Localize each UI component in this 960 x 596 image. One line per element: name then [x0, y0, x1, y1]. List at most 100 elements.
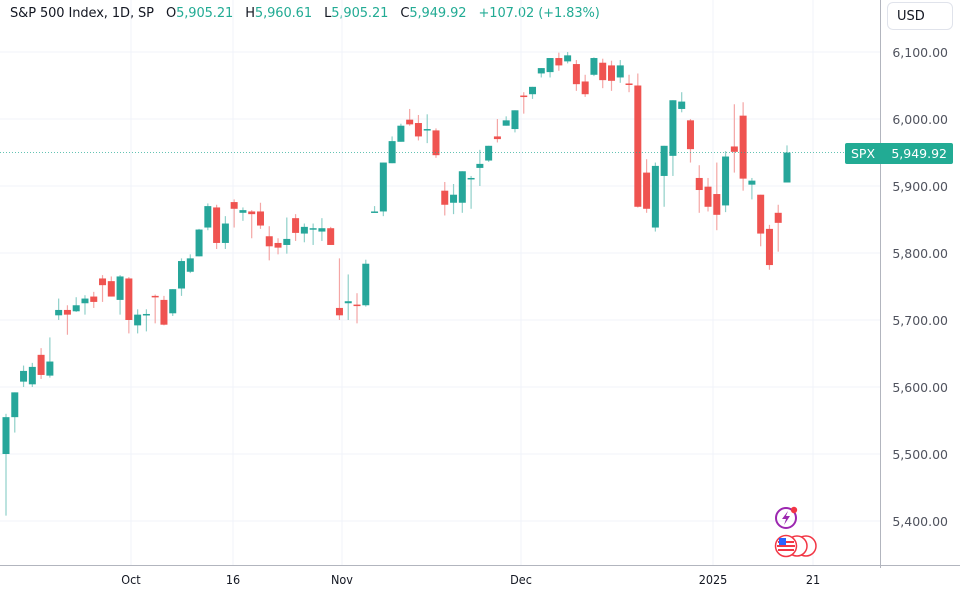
candle-body — [757, 194, 765, 234]
candle-body — [783, 152, 791, 183]
candle-body — [107, 281, 115, 297]
price-tick-label: 5,600.00 — [892, 380, 948, 395]
candle-body — [221, 223, 229, 243]
candle-body — [739, 115, 747, 179]
candle-body — [20, 370, 28, 382]
candle-body — [125, 278, 133, 320]
candle-body — [63, 309, 71, 315]
events-icon[interactable] — [775, 506, 798, 529]
candle-body — [327, 228, 335, 245]
candle-body — [169, 289, 177, 314]
close-label: C — [400, 6, 410, 21]
currency-button[interactable]: USD — [887, 2, 953, 30]
candle-body — [335, 307, 343, 316]
time-tick-label: Nov — [331, 572, 353, 587]
candle-body — [371, 211, 379, 213]
open-label: O — [165, 6, 177, 21]
candle-body — [651, 165, 659, 228]
candle-body — [414, 123, 422, 137]
price-tag-symbol: SPX — [851, 146, 875, 161]
candles — [2, 52, 791, 516]
price-tag: SPX 5,949.92 — [845, 143, 953, 164]
candle-body — [634, 85, 642, 207]
candle-body — [256, 211, 264, 226]
candle-body — [72, 305, 80, 312]
candle-body — [774, 212, 782, 223]
candle-body — [607, 65, 615, 81]
candle-body — [90, 296, 98, 302]
candle-body — [529, 86, 537, 95]
candle-body — [37, 354, 45, 375]
candle-body — [178, 261, 186, 289]
candle-body — [748, 180, 756, 185]
candle-body — [511, 110, 519, 130]
time-tick-label: 21 — [806, 572, 820, 587]
candle-body — [564, 55, 572, 62]
candle-body — [625, 83, 633, 85]
lightning-icon — [782, 511, 790, 525]
candle-body — [362, 263, 370, 306]
candle-body — [213, 207, 221, 243]
candle-body — [248, 211, 256, 215]
candle-body — [160, 299, 168, 325]
candle-body — [730, 146, 738, 152]
candle-body — [599, 62, 607, 81]
candle-body — [432, 130, 440, 156]
candle-body — [520, 95, 528, 98]
candle-body — [46, 361, 54, 376]
time-axis[interactable]: Oct 16 Nov Dec 2025 21 — [121, 572, 820, 587]
candle-body — [81, 298, 89, 304]
candle-body — [660, 145, 668, 176]
candle-body — [151, 295, 159, 298]
price-tag-value: 5,949.92 — [891, 146, 947, 161]
candle-body — [441, 190, 449, 205]
candle-body — [423, 129, 431, 131]
candle-body — [353, 304, 361, 307]
candle-body — [546, 58, 554, 73]
candle-body — [704, 186, 712, 207]
high-label: H — [245, 6, 255, 21]
price-tick-label: 6,100.00 — [892, 45, 948, 60]
candle-body — [292, 218, 300, 233]
candle-body — [695, 177, 703, 191]
candle-body — [230, 202, 238, 209]
high-value: 5,960.61 — [254, 6, 313, 21]
price-tag-bg — [845, 143, 953, 164]
candle-body — [265, 236, 273, 247]
price-tick-label: 5,500.00 — [892, 447, 948, 462]
us-economic-events-icon[interactable] — [774, 534, 817, 558]
grid-lines — [0, 0, 880, 565]
candle-body — [239, 210, 247, 213]
candle-body — [476, 163, 484, 168]
candle-body — [318, 228, 326, 232]
candle-body — [11, 392, 19, 418]
candle-body — [572, 64, 580, 85]
candle-body — [485, 145, 493, 161]
candle-body — [55, 309, 63, 316]
candle-body — [300, 226, 308, 234]
candle-body — [195, 229, 203, 257]
time-tick-label: 16 — [226, 572, 240, 587]
candle-body — [2, 417, 10, 454]
low-label: L — [324, 6, 332, 21]
candle-body — [643, 172, 651, 209]
symbol-legend: S&P 500 Index, 1D, SP O5,905.21 H5,960.6… — [10, 6, 600, 21]
candle-body — [502, 120, 510, 126]
close-value: 5,949.92 — [409, 6, 467, 21]
candle-body — [142, 313, 150, 316]
low-value: 5,905.21 — [331, 6, 389, 21]
price-tick-label: 5,700.00 — [892, 313, 948, 328]
candle-body — [397, 125, 405, 142]
candle-body — [590, 58, 598, 75]
price-axis[interactable]: 6,100.00 6,000.00 5,900.00 5,800.00 5,700.00… — [892, 45, 948, 529]
candle-body — [581, 81, 589, 95]
candle-body — [678, 101, 686, 109]
candle-body — [379, 162, 387, 212]
open-value: 5,905.21 — [176, 6, 234, 21]
candle-body — [344, 301, 352, 304]
price-tick-label: 6,000.00 — [892, 112, 948, 127]
candle-body — [467, 177, 475, 180]
candle-body — [450, 194, 458, 203]
candle-body — [274, 242, 282, 248]
